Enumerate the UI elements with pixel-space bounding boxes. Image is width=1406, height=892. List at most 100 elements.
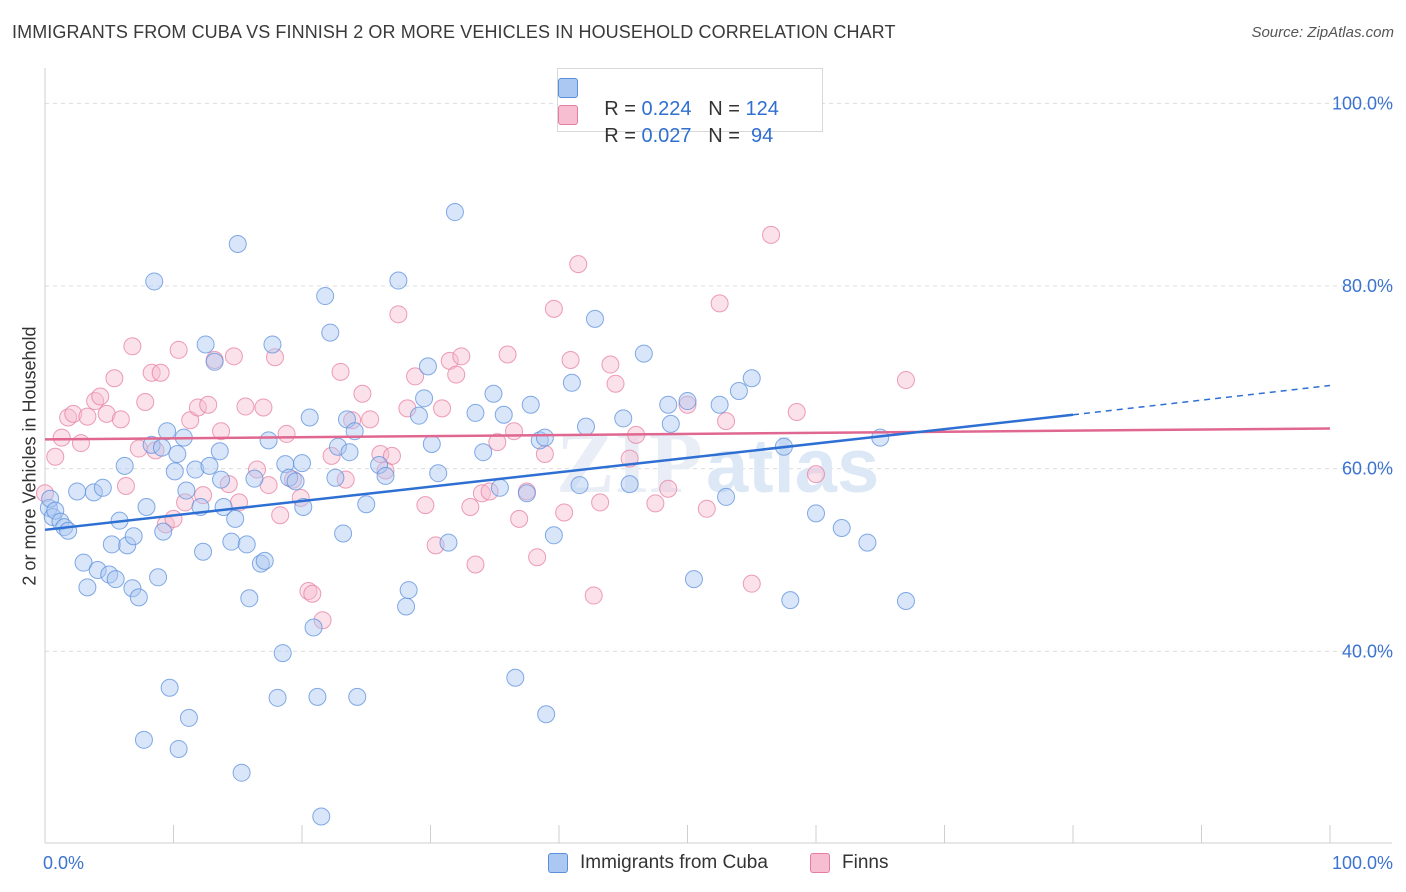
finns-point [111, 410, 130, 429]
legend-n-label: N = [708, 125, 746, 147]
cuba-point [168, 445, 187, 464]
finns-point [416, 496, 435, 515]
y-tick-label: 60.0% [1342, 459, 1393, 479]
finns-point [461, 497, 480, 516]
finns-point [313, 611, 332, 630]
cuba-point [106, 570, 125, 589]
legend-row-cuba: R = 0.224 N = 124 [558, 75, 779, 144]
cuba-point [376, 466, 395, 485]
cuba-point [68, 482, 87, 501]
cuba-point [293, 454, 311, 473]
cuba-point [544, 526, 563, 545]
x-tick-label-max: 100.0% [1332, 853, 1393, 873]
cuba-point [348, 687, 367, 706]
cuba-point [304, 618, 323, 637]
finns-point [271, 506, 290, 525]
finns-point [569, 255, 588, 274]
cuba-point [142, 435, 161, 454]
finns-point [452, 347, 471, 366]
finns-point [188, 398, 207, 417]
cuba-point [614, 409, 633, 428]
finns-point [528, 548, 547, 567]
cuba-point [100, 565, 119, 584]
finns-point [488, 433, 507, 452]
cuba-point [237, 535, 256, 554]
legend-swatch-finns [558, 105, 578, 125]
cuba-point [145, 272, 164, 291]
finns-point [71, 434, 90, 453]
finns-point [136, 392, 155, 411]
watermark-atlas: atlas [706, 424, 879, 509]
cuba-point [160, 678, 179, 697]
cuba-point [194, 542, 213, 561]
cuba-point [115, 456, 134, 475]
finns-point [116, 476, 135, 495]
cuba-points [39, 203, 915, 826]
cuba-point [308, 687, 327, 706]
finns-point [406, 367, 425, 386]
finns-point [194, 486, 213, 505]
cuba-point [659, 395, 678, 414]
finns-point [64, 404, 83, 423]
cuba-point [710, 395, 729, 414]
finns-point [535, 445, 554, 464]
bottom-legend-swatch-finns [810, 853, 830, 873]
legend-swatch-cuba [558, 78, 578, 98]
finns-point [555, 503, 574, 522]
finns-point [151, 363, 170, 382]
finns-point [762, 225, 781, 244]
cuba-point [537, 705, 556, 724]
legend-r-value-cuba: 0.224 [641, 98, 692, 120]
cuba-point [389, 271, 408, 290]
cuba-trend-extension [1072, 384, 1331, 416]
cuba-point [222, 532, 241, 551]
cuba-point [357, 495, 376, 514]
cuba-point [149, 568, 168, 587]
cuba-point [134, 730, 153, 749]
cuba-point [321, 323, 340, 342]
cuba-point [517, 484, 536, 503]
finns-point [659, 479, 678, 498]
cuba-point [316, 287, 335, 306]
cuba-point [123, 579, 142, 598]
cuba-point [570, 476, 589, 495]
cuba-point [212, 470, 231, 489]
cuba-point [88, 560, 107, 579]
finns-point [601, 355, 620, 374]
cuba-point [102, 535, 121, 554]
legend-row-finns: R = 0.027 N = 94 [558, 102, 774, 171]
finns-point [212, 422, 231, 441]
legend-n-value-finns: 94 [745, 125, 774, 147]
cuba-point [118, 536, 137, 555]
finns-point [353, 384, 372, 403]
finns-point [123, 337, 142, 356]
cuba-point [484, 384, 503, 403]
finns-point [254, 398, 273, 417]
cuba-point [345, 422, 364, 441]
y-tick-label: 80.0% [1342, 276, 1393, 296]
cuba-point [263, 335, 282, 354]
cuba-point [137, 497, 156, 516]
cuba-point [46, 501, 65, 520]
finns-point [277, 424, 296, 443]
cuba-point [205, 352, 224, 371]
cuba-point [200, 456, 219, 475]
cuba-point [78, 578, 97, 597]
legend-r-label: R = [604, 98, 642, 120]
cuba-point [490, 478, 509, 497]
cuba-point [678, 392, 697, 411]
cuba-point [158, 422, 177, 441]
correlation-legend: R = 0.224 N = 124 R = 0.027 N = 94 [557, 68, 823, 147]
finns-point [697, 499, 716, 518]
bottom-legend-label-cuba: Immigrants from Cuba [580, 852, 768, 873]
cuba-point [124, 527, 143, 546]
cuba-point [535, 428, 554, 447]
cuba-point [742, 369, 761, 388]
cuba-point [154, 522, 173, 541]
finns-point [52, 428, 71, 447]
cuba-point [585, 309, 604, 328]
cuba-point [370, 455, 389, 474]
cuba-point [418, 357, 437, 376]
finns-point [97, 404, 116, 423]
